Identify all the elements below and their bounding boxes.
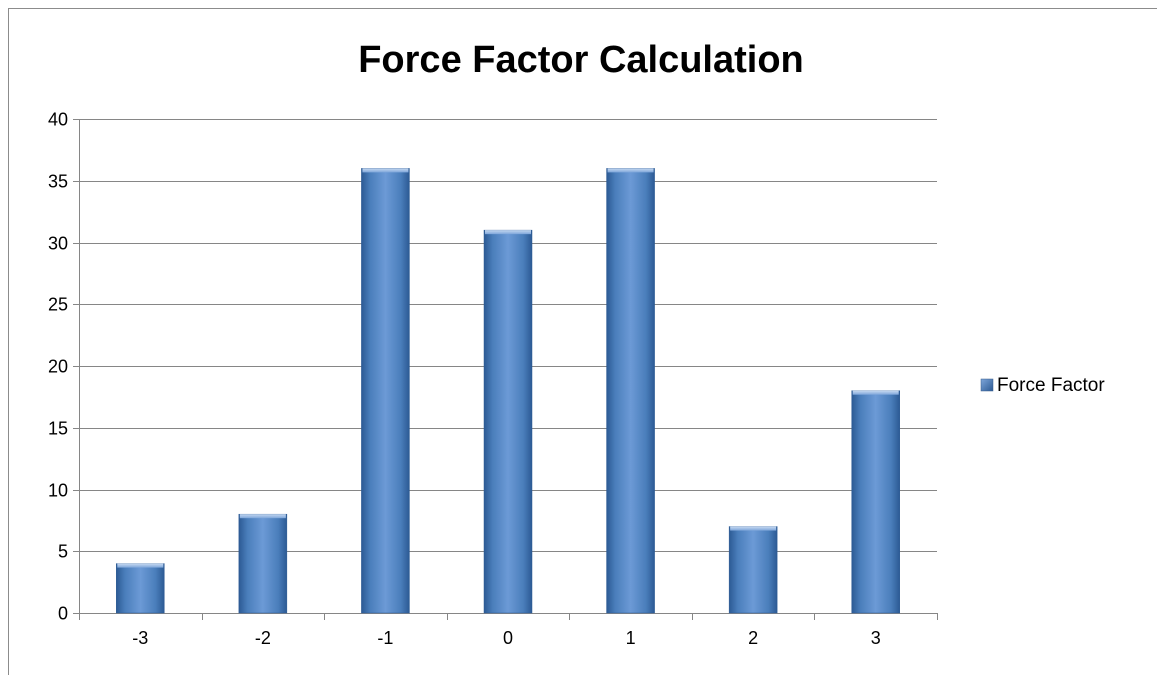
bar-body [851, 390, 900, 614]
y-tick-label: 5 [58, 542, 68, 562]
bar-1 [606, 168, 655, 614]
bar-3 [851, 390, 900, 614]
y-tick-label: 20 [48, 357, 68, 377]
x-tick-label: 0 [503, 628, 513, 648]
y-tick-label: 0 [58, 604, 68, 624]
x-tick-label: -3 [132, 628, 148, 648]
legend-label: Force Factor [997, 375, 1105, 396]
bar-highlight [852, 390, 899, 395]
x-tick-label: -1 [377, 628, 393, 648]
y-tick-label: 30 [48, 234, 68, 254]
bar--2 [238, 513, 288, 614]
y-tick-label: 15 [48, 419, 68, 439]
x-tick-label: 2 [748, 628, 758, 648]
bar--3 [116, 563, 165, 614]
bar-body [238, 513, 288, 614]
bar--1 [361, 168, 410, 614]
bar-highlight [239, 514, 286, 519]
bar-highlight [117, 563, 164, 568]
bar-body [483, 229, 533, 614]
x-tick-label: 3 [871, 628, 881, 648]
y-tick-label: 40 [48, 110, 68, 130]
legend-swatch [980, 378, 994, 392]
bar-highlight [730, 526, 777, 531]
bar-highlight [607, 168, 654, 173]
x-axis-tick-labels: -3 -2 -1 0 1 2 3 [132, 628, 880, 648]
bar-body [606, 168, 655, 614]
bar-body [728, 526, 778, 614]
x-tick-label: -2 [255, 628, 271, 648]
chart-title: Force Factor Calculation [358, 39, 804, 81]
bar-body [361, 168, 410, 614]
bar-highlight [485, 230, 531, 235]
y-tick-label: 25 [48, 295, 68, 315]
bar-series [116, 168, 900, 614]
y-axis-tick-labels: 0 5 10 15 20 25 30 35 40 [48, 110, 68, 624]
axes [73, 119, 938, 620]
y-tick-label: 35 [48, 172, 68, 192]
y-tick-label: 10 [48, 481, 68, 501]
bar-2 [728, 526, 778, 614]
legend: Force Factor [980, 375, 1105, 396]
bar-0 [483, 229, 533, 614]
x-tick-label: 1 [626, 628, 636, 648]
bar-body [116, 563, 165, 614]
bar-highlight [362, 168, 409, 173]
